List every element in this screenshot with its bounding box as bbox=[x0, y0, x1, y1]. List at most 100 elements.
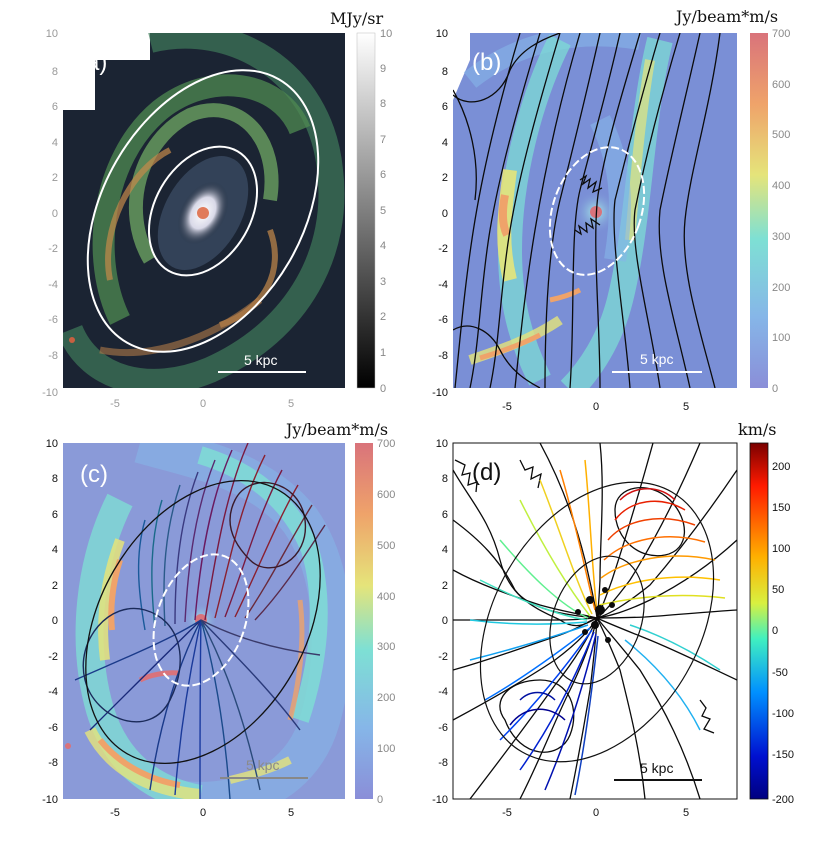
panel-d: (d) 5 kpc 10 8 6 4 2 0 -2 -4 -6 -8 -10 -… bbox=[432, 420, 794, 819]
x-tick: -5 bbox=[110, 807, 120, 819]
x-tick: -5 bbox=[502, 807, 512, 819]
inner-ellipse-b bbox=[548, 146, 646, 276]
panel-a: (a) 5 kpc 10 8 6 4 2 0 -2 -4 -6 -8 -10 -… bbox=[42, 9, 392, 410]
x-tick: 5 bbox=[288, 398, 294, 410]
y-tick: 0 bbox=[52, 615, 58, 627]
scale-label-c: 5 kpc bbox=[246, 757, 279, 773]
colorbar-tick: 100 bbox=[772, 543, 790, 555]
colorbar-gradient-a bbox=[356, 32, 376, 389]
y-tick: -2 bbox=[438, 243, 448, 255]
colorbar-unit-d: km/s bbox=[738, 420, 776, 439]
colorbar-tick: 1 bbox=[380, 347, 386, 359]
colorbar-tick: 200 bbox=[377, 692, 395, 704]
y-tick: 10 bbox=[46, 438, 58, 450]
y-tick: 6 bbox=[52, 509, 58, 521]
colorbar-tick: 100 bbox=[377, 743, 395, 755]
y-tick: 10 bbox=[436, 28, 448, 40]
y-tick: 2 bbox=[52, 172, 58, 184]
y-tick: 4 bbox=[442, 544, 448, 556]
y-tick: -8 bbox=[48, 350, 58, 362]
y-tick: 10 bbox=[46, 28, 58, 40]
colorbar-tick: 500 bbox=[772, 129, 790, 141]
y-tick: -6 bbox=[438, 314, 448, 326]
colorbar-d: km/s 200 150 100 50 0 -50 -100 -150 -200 bbox=[738, 420, 794, 806]
x-tick: 5 bbox=[683, 807, 689, 819]
colorbar-tick: 4 bbox=[380, 240, 386, 252]
colorbar-tick: 0 bbox=[772, 625, 778, 637]
outer-ellipse-a bbox=[86, 69, 320, 353]
colorbar-tick: 400 bbox=[377, 591, 395, 603]
colorbar-tick: 6 bbox=[380, 169, 386, 181]
y-tick: 8 bbox=[52, 66, 58, 78]
scale-label-d: 5 kpc bbox=[640, 760, 673, 776]
x-axis-c: -5 0 5 bbox=[110, 807, 294, 819]
colorbar-tick: -200 bbox=[772, 794, 794, 806]
colorbar-tick: 0 bbox=[380, 383, 386, 395]
y-tick: -4 bbox=[438, 279, 448, 291]
colorbar-tick: 500 bbox=[377, 540, 395, 552]
y-tick: 0 bbox=[442, 615, 448, 627]
y-tick: -10 bbox=[42, 794, 58, 806]
y-tick: 8 bbox=[52, 473, 58, 485]
y-axis-a: 10 8 6 4 2 0 -2 -4 -6 -8 -10 bbox=[42, 28, 58, 399]
panel-b: (b) 5 kpc 10 8 6 4 2 0 -2 -4 -6 -8 -10 -… bbox=[432, 7, 790, 413]
y-tick: 2 bbox=[442, 172, 448, 184]
x-axis-b: -5 0 5 bbox=[502, 401, 689, 413]
y-tick: 2 bbox=[442, 580, 448, 592]
x-tick: 5 bbox=[683, 401, 689, 413]
y-tick: -6 bbox=[48, 314, 58, 326]
inner-ellipse-d bbox=[549, 555, 645, 685]
y-tick: -8 bbox=[438, 757, 448, 769]
velocity-map-d bbox=[453, 443, 737, 799]
x-tick: -5 bbox=[110, 398, 120, 410]
colorbar-tick: 700 bbox=[772, 28, 790, 40]
y-tick: -10 bbox=[432, 794, 448, 806]
colorbar-tick: 9 bbox=[380, 63, 386, 75]
y-tick: -8 bbox=[48, 757, 58, 769]
colorbar-tick: 10 bbox=[380, 28, 392, 40]
outer-ellipse-c bbox=[85, 479, 321, 765]
galaxy-image bbox=[63, 33, 345, 388]
y-tick: 0 bbox=[442, 208, 448, 220]
y-tick: 4 bbox=[442, 137, 448, 149]
y-tick: 2 bbox=[52, 580, 58, 592]
outer-ellipse-d bbox=[479, 481, 715, 763]
colorbar-tick: -50 bbox=[772, 667, 788, 679]
inner-ellipse-a bbox=[147, 145, 259, 277]
colorbar-tick: 600 bbox=[772, 79, 790, 91]
colorbar-tick: 0 bbox=[772, 383, 778, 395]
y-tick: 10 bbox=[436, 438, 448, 450]
colorbar-c: Jy/beam*m/s 700 600 500 400 300 200 100 … bbox=[284, 420, 395, 806]
colorbar-b: Jy/beam*m/s 700 600 500 400 300 200 100 … bbox=[674, 7, 790, 395]
y-tick: -6 bbox=[48, 722, 58, 734]
colorbar-tick: 300 bbox=[377, 641, 395, 653]
y-axis-c: 10 8 6 4 2 0 -2 -4 -6 -8 -10 bbox=[42, 438, 58, 806]
y-tick: 6 bbox=[442, 101, 448, 113]
x-tick: 0 bbox=[593, 401, 599, 413]
y-tick: -2 bbox=[438, 651, 448, 663]
panel-label-d: (d) bbox=[472, 459, 501, 486]
scale-label-a: 5 kpc bbox=[244, 352, 277, 368]
y-tick: -6 bbox=[438, 722, 448, 734]
y-tick: 6 bbox=[52, 101, 58, 113]
y-axis-b: 10 8 6 4 2 0 -2 -4 -6 -8 -10 bbox=[432, 28, 448, 399]
y-tick: -8 bbox=[438, 350, 448, 362]
x-tick: 0 bbox=[200, 807, 206, 819]
x-tick: -5 bbox=[502, 401, 512, 413]
y-tick: 6 bbox=[442, 509, 448, 521]
x-axis-d: -5 0 5 bbox=[502, 807, 689, 819]
scale-label-b: 5 kpc bbox=[640, 351, 673, 367]
co-intensity-map-b bbox=[453, 33, 721, 388]
colorbar-tick: 400 bbox=[772, 180, 790, 192]
y-tick: 0 bbox=[52, 208, 58, 220]
colorbar-unit-a: MJy/sr bbox=[330, 9, 383, 28]
y-tick: -2 bbox=[48, 651, 58, 663]
y-tick: -10 bbox=[432, 387, 448, 399]
y-tick: -4 bbox=[438, 686, 448, 698]
y-tick: -4 bbox=[48, 686, 58, 698]
x-tick: 0 bbox=[593, 807, 599, 819]
colorbar-tick: 600 bbox=[377, 489, 395, 501]
colorbar-tick: 3 bbox=[380, 276, 386, 288]
colorbar-a: MJy/sr 10 9 8 7 6 5 4 3 2 1 0 bbox=[330, 9, 392, 395]
